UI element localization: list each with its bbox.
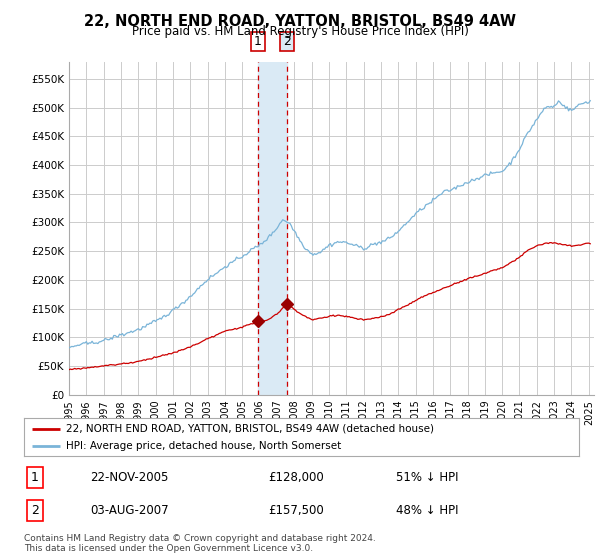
Text: 51% ↓ HPI: 51% ↓ HPI — [396, 471, 458, 484]
Text: 1: 1 — [31, 471, 39, 484]
Text: 1: 1 — [254, 35, 262, 48]
Text: 2: 2 — [283, 35, 291, 48]
Text: 22-NOV-2005: 22-NOV-2005 — [91, 471, 169, 484]
Text: £128,000: £128,000 — [268, 471, 324, 484]
Text: £157,500: £157,500 — [268, 504, 324, 517]
Bar — [258, 62, 287, 395]
Text: 22, NORTH END ROAD, YATTON, BRISTOL, BS49 4AW: 22, NORTH END ROAD, YATTON, BRISTOL, BS4… — [84, 14, 516, 29]
Text: HPI: Average price, detached house, North Somerset: HPI: Average price, detached house, Nort… — [65, 441, 341, 451]
Text: 2: 2 — [31, 504, 39, 517]
Text: Price paid vs. HM Land Registry's House Price Index (HPI): Price paid vs. HM Land Registry's House … — [131, 25, 469, 38]
Text: 48% ↓ HPI: 48% ↓ HPI — [396, 504, 458, 517]
Text: 03-AUG-2007: 03-AUG-2007 — [91, 504, 169, 517]
Text: 22, NORTH END ROAD, YATTON, BRISTOL, BS49 4AW (detached house): 22, NORTH END ROAD, YATTON, BRISTOL, BS4… — [65, 423, 434, 433]
Text: Contains HM Land Registry data © Crown copyright and database right 2024.
This d: Contains HM Land Registry data © Crown c… — [24, 534, 376, 553]
